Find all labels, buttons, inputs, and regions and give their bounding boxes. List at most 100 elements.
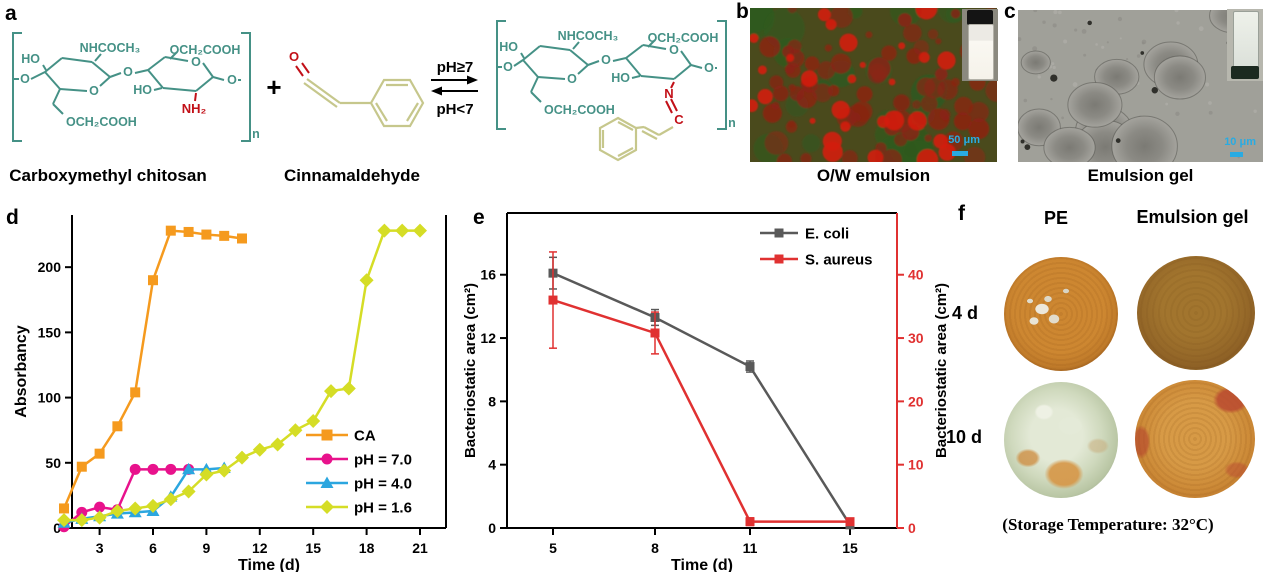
o-atom: O [227,73,237,87]
storage-caption: (Storage Temperature: 32°C) [1002,515,1214,534]
svg-text:0: 0 [488,520,496,536]
ring-o-atom: O [89,84,99,98]
fluorescence-image [750,8,997,162]
svg-text:E. coli: E. coli [805,226,849,243]
svg-text:CA: CA [354,428,376,445]
cmcs-structure: n O O HO NHCOCH₃ OCH₂COOH O HO [12,32,260,142]
reaction-scheme: n O O HO NHCOCH₃ OCH₂COOH O HO [9,20,736,185]
nhcoch3-group: NHCOCH₃ [558,29,619,43]
nhcoch3-group: NHCOCH₃ [80,41,141,55]
reactant-name: Carboxymethyl chitosan [9,166,206,185]
svg-text:16: 16 [480,267,496,283]
scale-bar-c [1230,152,1243,157]
o-atom: O [601,53,611,67]
svg-text:11: 11 [743,540,758,556]
ring-o-atom: O [567,72,577,86]
c-atom: C [674,112,684,127]
o-atom: O [704,61,714,75]
panel-f-letter: f [958,202,965,225]
svg-text:150: 150 [38,324,62,340]
reverse-condition: pH<7 [436,101,473,118]
scale-text-b: 50 μm [948,134,980,146]
svg-text:8: 8 [488,393,496,409]
svg-text:0: 0 [53,520,61,536]
chart-e-plot: 0 4 8 12 16 0 10 20 30 40 5 8 11 15 Time (d) Bacteriost… [462,212,950,572]
repeat-n: n [252,127,260,141]
sem-image [1018,10,1263,162]
och2cooh-group: OCH₂COOH [544,103,615,117]
svg-text:100: 100 [38,390,62,406]
svg-text:200: 200 [38,259,62,275]
plus-sign: + [266,72,281,102]
panel-c-caption: Emulsion gel [1087,166,1194,185]
ring-o-atom: O [669,43,679,57]
forward-condition: pH≥7 [437,59,474,76]
svg-text:10: 10 [908,457,924,473]
pe-4d-photo [1004,257,1118,371]
ho-group: HO [499,40,518,54]
cinnamaldehyde-structure: O [289,49,425,128]
ho-group: HO [611,71,630,85]
panel-a-letter: a [5,2,17,25]
och2cooh-group: OCH₂COOH [66,115,137,129]
emulsion-gel-4d-photo [1137,256,1255,370]
ho-group: HO [21,52,40,66]
chart-d-plot: 0 50 100 150 200 3 6 9 12 15 18 21 Time (d) Absorbanc… [13,215,447,572]
svg-text:Bacteriostatic area (cm²): Bacteriostatic area (cm²) [933,283,950,458]
panel-d-letter: d [6,206,19,229]
panel-b-caption: O/W emulsion [816,166,931,185]
svg-text:5: 5 [549,540,557,556]
reagent-name: Cinnamaldehyde [284,166,420,185]
sem-micrograph [1018,10,1263,162]
svg-text:9: 9 [203,540,211,556]
svg-text:6: 6 [149,540,157,556]
svg-text:12: 12 [480,330,496,346]
emulsion-gel-10d-photo [1135,380,1255,498]
inverted-vial-body [1233,11,1259,69]
scale-bar-b [952,151,968,156]
svg-text:4: 4 [488,457,496,473]
column-header-pe: PE [1043,208,1068,228]
bacteriostatic-chart: 0 4 8 12 16 0 10 20 30 40 5 8 11 15 Time (d) Bacteriost… [462,212,950,572]
emulsion-droplets [750,8,997,162]
row-label-4d: 4 d [952,303,979,323]
och2cooh-group: OCH₂COOH [648,31,719,45]
o-atom: O [503,60,513,74]
nh2-group: NH₂ [182,101,207,116]
svg-text:0: 0 [908,520,916,536]
scale-text-c: 10 μm [1224,136,1256,148]
svg-text:15: 15 [305,540,321,556]
product-structure: n O O HO NHCOCH₃ OCH₂COOH O HO [496,20,736,162]
vial-body [968,24,994,80]
svg-text:30: 30 [908,330,924,346]
fluorescence-micrograph [750,8,997,162]
inverted-vial-cap [1231,66,1259,79]
panel-e-letter: e [473,206,485,229]
gel-vial-photo [1227,9,1263,81]
panel-c-letter: c [1004,0,1016,23]
svg-text:50: 50 [45,455,61,471]
o-atom: O [20,72,30,86]
svg-text:pH = 7.0: pH = 7.0 [354,452,412,469]
repeat-n: n [728,116,736,130]
ring-o-atom: O [191,55,201,69]
svg-text:3: 3 [96,540,104,556]
column-header-emulsion-gel: Emulsion gel [1136,207,1249,227]
o-atom: O [123,65,133,79]
svg-text:S. aureus: S. aureus [805,252,873,269]
reaction-arrows: pH≥7 pH<7 [431,59,478,118]
och2cooh-group: OCH₂COOH [170,43,241,57]
svg-text:Absorbancy: Absorbancy [13,325,30,418]
n-atom: N [664,86,673,101]
svg-text:12: 12 [252,540,268,556]
svg-text:pH = 1.6: pH = 1.6 [354,500,412,517]
svg-text:pH = 4.0: pH = 4.0 [354,476,412,493]
svg-text:8: 8 [651,540,659,556]
svg-text:Time (d): Time (d) [238,557,300,572]
svg-text:18: 18 [359,540,375,556]
emulsion-vial-photo [962,9,998,81]
absorbance-chart: 0 50 100 150 200 3 6 9 12 15 18 21 Time (d) Absorbanc… [13,215,447,572]
svg-text:20: 20 [908,393,924,409]
svg-text:21: 21 [412,540,428,556]
